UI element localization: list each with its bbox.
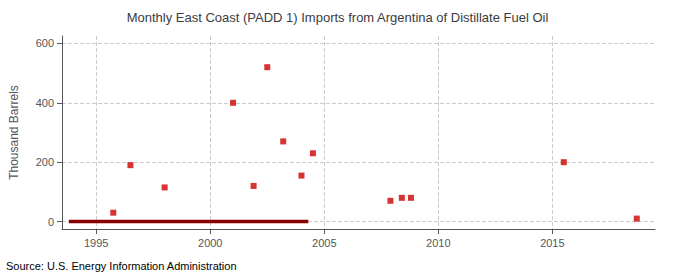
svg-text:Thousand Barrels: Thousand Barrels (7, 85, 21, 180)
svg-text:2015: 2015 (540, 237, 564, 249)
svg-text:0: 0 (48, 216, 54, 228)
svg-text:Source: U.S. Energy Informatio: Source: U.S. Energy Information Administ… (6, 260, 237, 272)
svg-text:400: 400 (36, 97, 54, 109)
svg-text:2005: 2005 (312, 237, 336, 249)
svg-text:200: 200 (36, 156, 54, 168)
svg-text:2010: 2010 (426, 237, 450, 249)
svg-text:Monthly East Coast (PADD 1) Im: Monthly East Coast (PADD 1) Imports from… (127, 10, 549, 25)
svg-text:1995: 1995 (84, 237, 108, 249)
svg-text:2000: 2000 (198, 237, 222, 249)
svg-text:600: 600 (36, 37, 54, 49)
